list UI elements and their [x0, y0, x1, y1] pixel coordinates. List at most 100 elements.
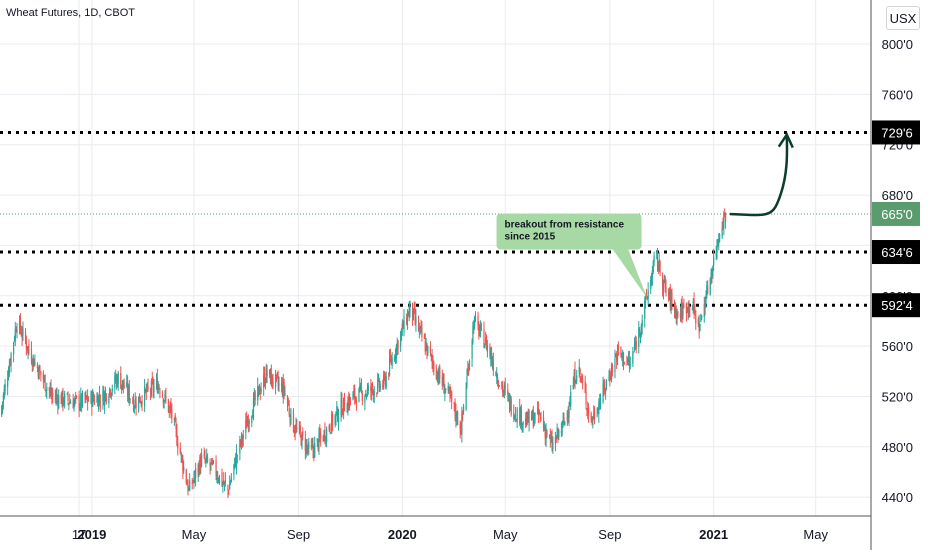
- candle-body: [424, 341, 426, 352]
- candle-body: [436, 372, 438, 379]
- candle-body: [700, 314, 702, 322]
- x-tick-label: 2019: [77, 527, 106, 542]
- candle-body: [158, 385, 160, 389]
- currency-selector[interactable]: USX: [886, 6, 920, 30]
- candle-body: [57, 398, 59, 406]
- projection-arrow-line[interactable]: [729, 134, 789, 217]
- candle-body: [370, 386, 372, 392]
- candle-body: [325, 438, 327, 440]
- candle-body: [116, 377, 118, 386]
- candle-body: [260, 388, 262, 392]
- candle-body: [92, 395, 95, 400]
- candle-body: [36, 364, 39, 368]
- candle-body: [281, 384, 283, 396]
- candle-body: [233, 464, 235, 475]
- candle-body: [105, 394, 107, 402]
- candle-body: [58, 395, 60, 408]
- candle-body: [519, 408, 522, 425]
- candle-body: [443, 380, 445, 394]
- candle-body: [206, 455, 208, 460]
- candle-body: [241, 436, 244, 441]
- candle-body: [68, 403, 70, 405]
- candle-body: [1, 406, 3, 415]
- candle-body: [474, 316, 477, 320]
- candle-body: [676, 309, 678, 319]
- candle-body: [502, 385, 504, 393]
- candle-body: [301, 432, 303, 448]
- candle-body: [454, 402, 456, 415]
- candle-body: [140, 401, 142, 403]
- candle-body: [110, 393, 113, 397]
- candle-body: [567, 414, 569, 416]
- candle-body: [674, 307, 676, 314]
- candle-body: [221, 472, 223, 486]
- candle-body: [659, 261, 661, 274]
- candle-body: [269, 369, 272, 384]
- candle-body: [576, 375, 578, 382]
- candle-body: [548, 435, 551, 437]
- candle-body: [103, 391, 105, 405]
- candle-body: [203, 454, 205, 456]
- candle-body: [599, 400, 601, 404]
- candle-body: [461, 413, 463, 434]
- candle-body: [633, 351, 635, 353]
- candle-body: [209, 462, 211, 467]
- candle-body: [294, 429, 296, 434]
- candle-body: [155, 379, 158, 385]
- candle-body: [681, 301, 683, 318]
- candle-body: [51, 394, 53, 397]
- candle-body: [427, 345, 429, 354]
- candle-body: [635, 341, 637, 349]
- candle-body: [557, 428, 559, 437]
- candle-body: [122, 379, 124, 387]
- candle-body: [162, 398, 164, 404]
- candle-body: [552, 442, 554, 450]
- callout-box[interactable]: [496, 213, 642, 250]
- candle-body: [177, 442, 179, 449]
- candle-body: [230, 477, 232, 482]
- candle-body: [556, 428, 558, 438]
- candle-body: [336, 406, 338, 415]
- candle-body: [48, 387, 50, 391]
- candle-body: [693, 299, 695, 312]
- candle-body: [313, 448, 315, 456]
- candle-body: [104, 392, 107, 396]
- candle-body: [266, 369, 268, 376]
- candle-body: [496, 377, 499, 383]
- candle-body: [686, 311, 688, 313]
- candle-body: [644, 294, 647, 303]
- candle-body: [302, 431, 304, 436]
- candle-body: [411, 303, 414, 319]
- candle-body: [354, 397, 357, 400]
- candle-body: [394, 354, 397, 356]
- candle-body: [182, 458, 184, 472]
- x-tick-label: 17: [72, 527, 86, 542]
- price-axis-background: [872, 0, 932, 550]
- candle-body: [104, 393, 106, 406]
- candle-body: [551, 437, 553, 450]
- candle-body: [37, 368, 39, 378]
- candle-body: [585, 392, 587, 406]
- candle-body: [597, 411, 599, 414]
- candle-body: [692, 301, 694, 312]
- candle-body: [197, 464, 199, 476]
- candle-body: [24, 331, 27, 341]
- candle-body: [72, 401, 74, 409]
- candle-body: [20, 332, 22, 336]
- candle-body: [460, 429, 462, 435]
- candle-body: [616, 353, 618, 362]
- candle-body: [371, 385, 374, 390]
- candle-body: [263, 374, 265, 388]
- candle-body: [334, 415, 336, 425]
- candle-body: [689, 307, 691, 309]
- candle-body: [165, 395, 167, 400]
- candle-body: [252, 415, 254, 418]
- candle-body: [584, 381, 586, 393]
- candle-body: [223, 481, 226, 484]
- candle-body: [212, 460, 215, 462]
- candle-body: [14, 328, 16, 341]
- level-price-tag: [872, 240, 920, 265]
- candle-body: [602, 383, 604, 403]
- candle-body: [272, 380, 274, 385]
